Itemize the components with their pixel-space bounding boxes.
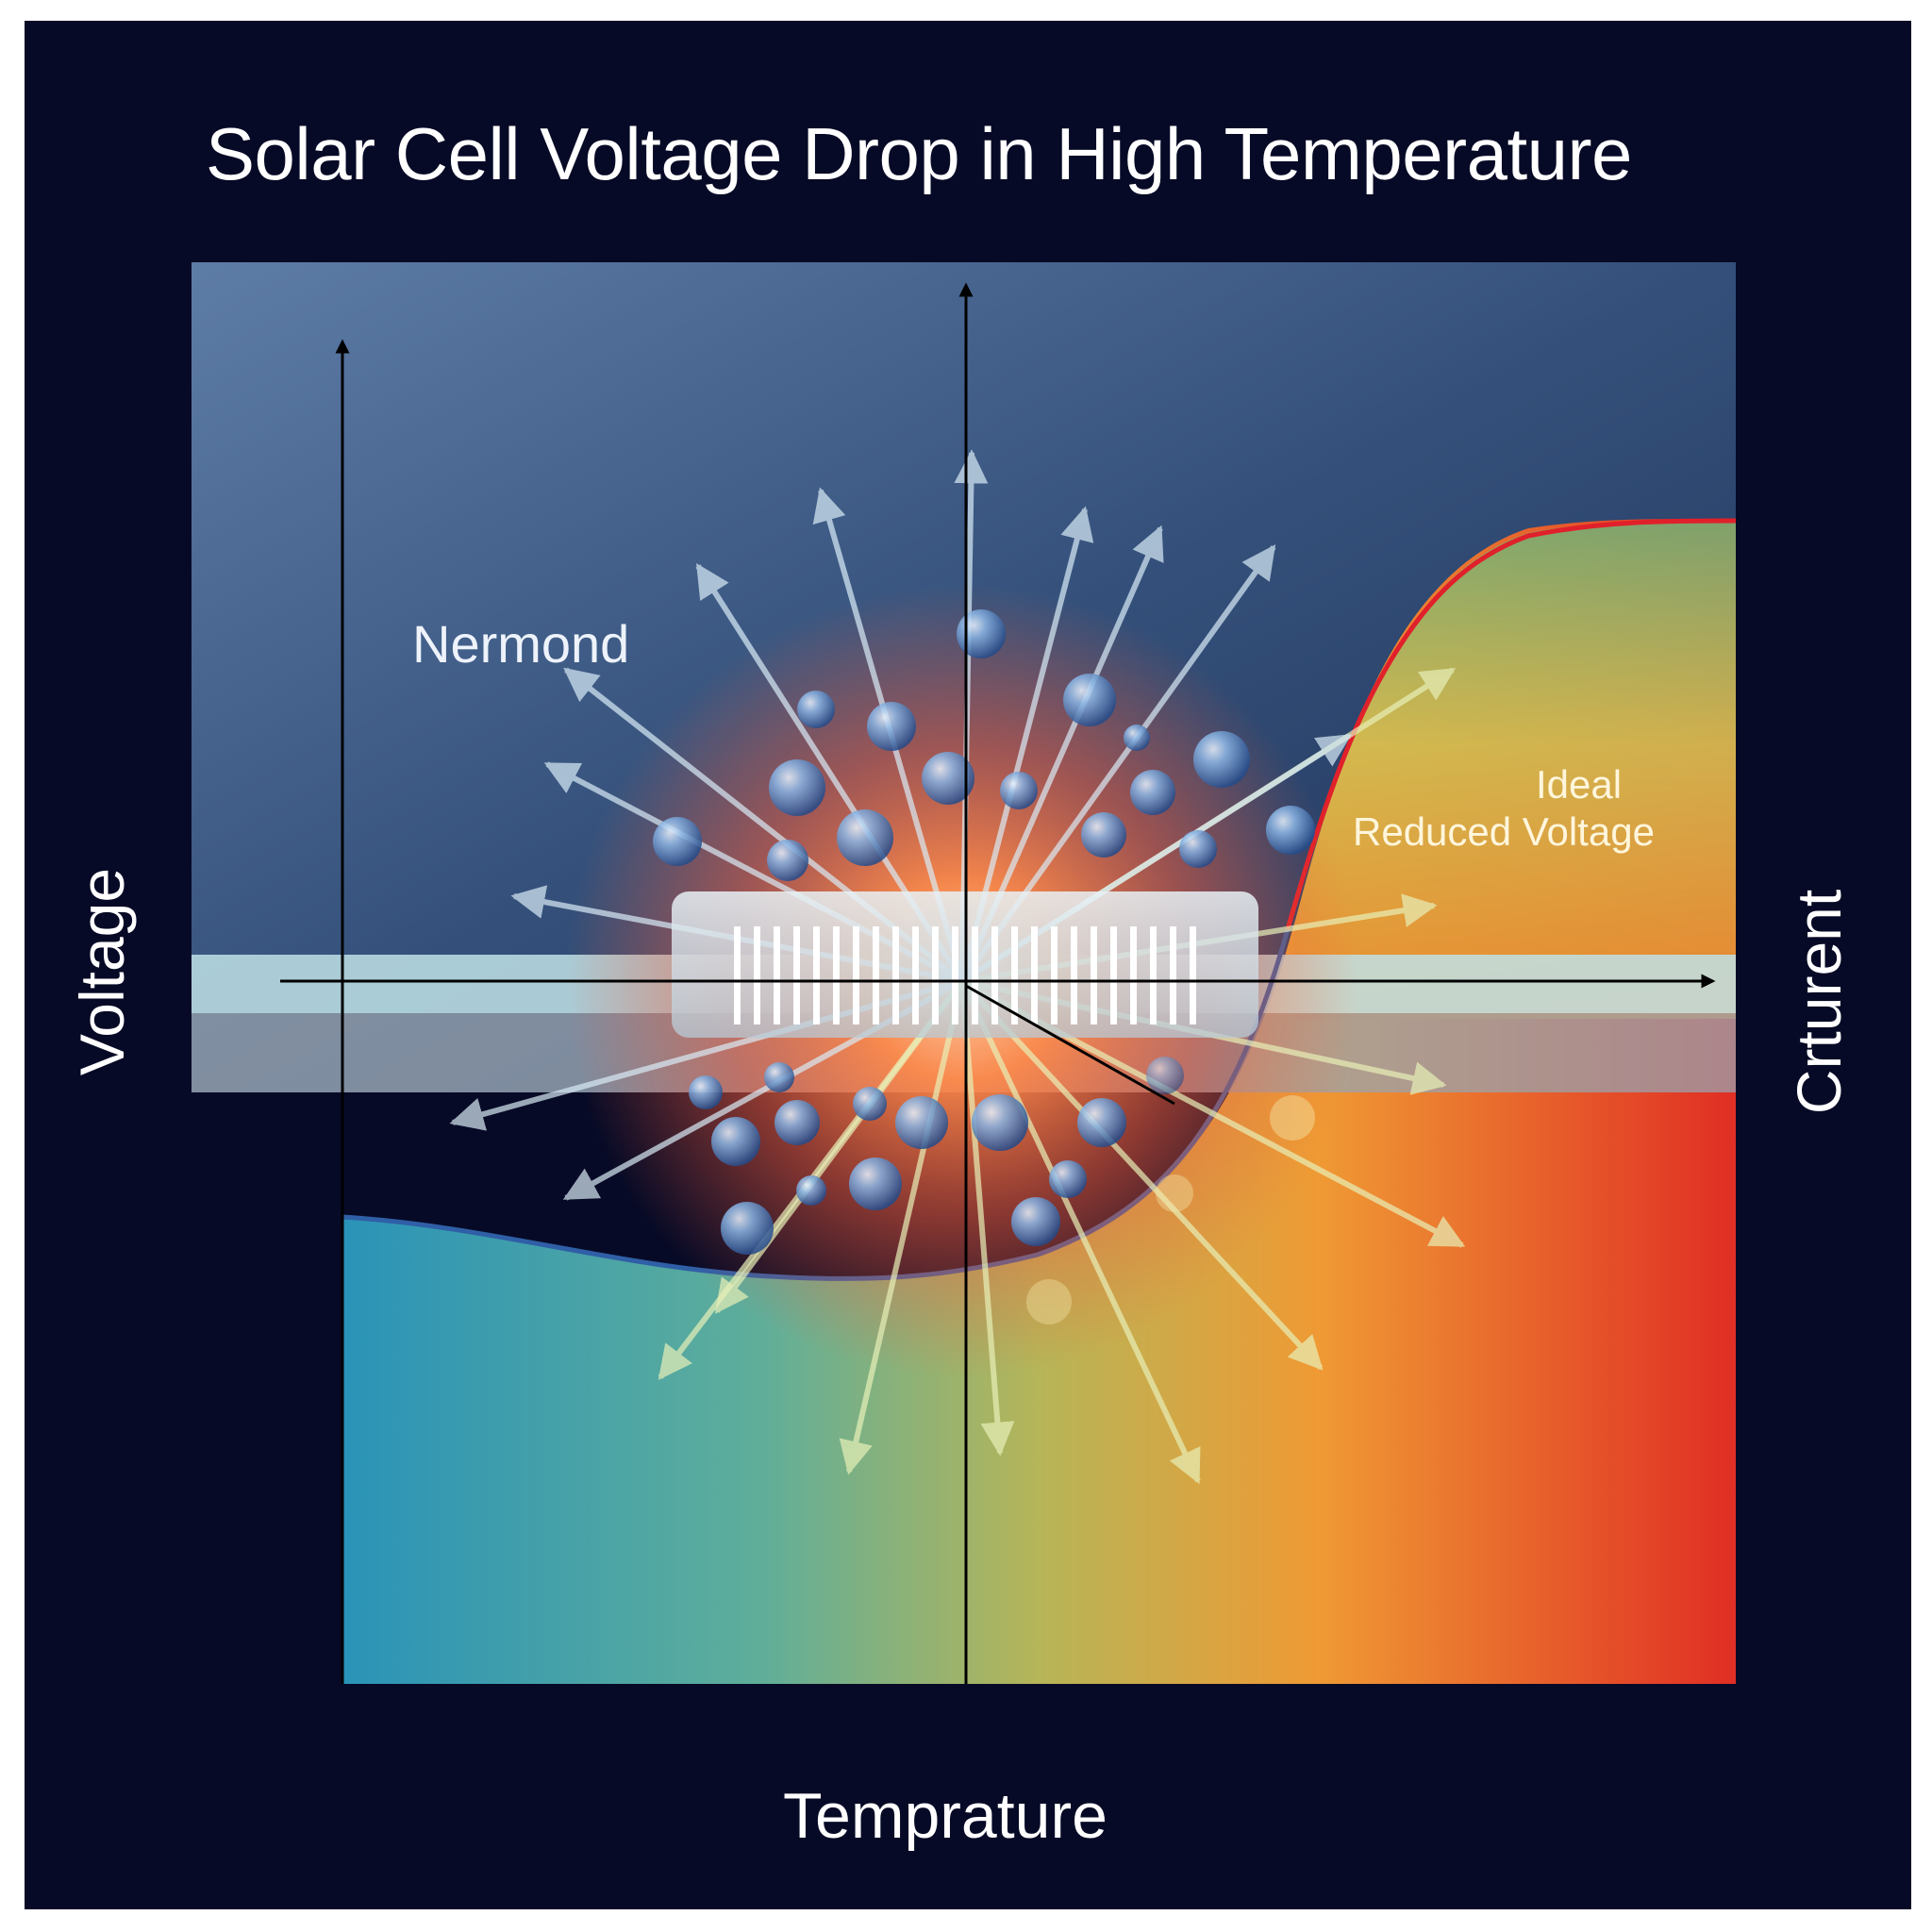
left-axis-label: Voltage [67, 867, 137, 1076]
cell-finger [813, 926, 820, 1024]
cell-finger [972, 926, 978, 1024]
cell-finger [892, 926, 899, 1024]
solar-cell-fingers [734, 926, 1196, 1024]
cell-finger [1170, 926, 1176, 1024]
cell-finger [912, 926, 919, 1024]
cell-finger [1091, 926, 1097, 1024]
diagram-title: Solar Cell Voltage Drop in High Temperat… [206, 112, 1632, 195]
cell-finger [734, 926, 741, 1024]
cell-finger [873, 926, 879, 1024]
cell-finger [1011, 926, 1018, 1024]
curve-red [1285, 518, 1737, 930]
x-axis-label: Temprature [783, 1780, 1108, 1852]
cell-finger [932, 926, 939, 1024]
curve-label-reduced-voltage: Reduced Voltage [1353, 809, 1655, 854]
curve-label-ideal: Ideal [1536, 762, 1623, 807]
diagonal-line [965, 984, 1175, 1106]
cell-finger [952, 926, 958, 1024]
cell-finger [833, 926, 840, 1024]
cell-finger [1031, 926, 1038, 1024]
cell-finger [1190, 926, 1196, 1024]
burst-label: Nermond [412, 614, 630, 674]
cell-finger [991, 926, 998, 1024]
cell-finger [1150, 926, 1157, 1024]
cell-finger [1051, 926, 1058, 1024]
cell-finger [793, 926, 800, 1024]
right-axis-label: Crturent [1784, 889, 1854, 1115]
cell-finger [754, 926, 760, 1024]
cell-finger [1110, 926, 1117, 1024]
cell-finger [853, 926, 859, 1024]
cell-finger [1130, 926, 1137, 1024]
cell-finger [774, 926, 780, 1024]
cell-finger [1071, 926, 1077, 1024]
sphere-particles [653, 609, 1315, 1324]
